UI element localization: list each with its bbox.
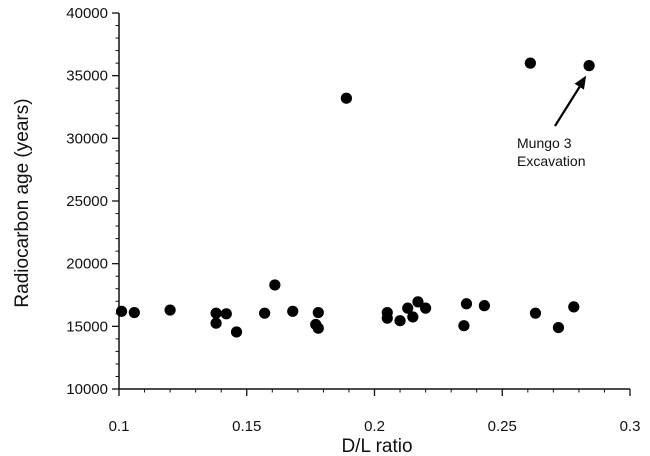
y-tick-label: 35000: [66, 68, 108, 85]
data-point: [312, 322, 324, 334]
data-point: [269, 279, 281, 291]
data-point: [381, 312, 393, 324]
y-tick-label: 15000: [66, 318, 108, 335]
annotation-text: Excavation: [517, 153, 585, 169]
data-point: [210, 317, 222, 329]
y-tick-label: 10000: [66, 381, 108, 398]
data-point: [407, 311, 419, 323]
data-point: [524, 57, 536, 69]
data-points: [115, 57, 595, 338]
data-point: [230, 326, 243, 338]
axes: 10000 15000 20000 25000 30000 35000 40000 0.1 0.…: [66, 5, 640, 435]
data-point: [128, 306, 140, 319]
x-axis-title: D/L ratio: [341, 436, 412, 456]
data-point: [210, 307, 222, 319]
annotation: Mungo 3 Excavation: [517, 75, 587, 169]
y-tick-label: 20000: [66, 256, 108, 273]
data-point: [478, 300, 490, 312]
annotation-arrow-shaft: [554, 79, 586, 127]
y-tick-label: 40000: [66, 5, 108, 22]
data-point: [529, 307, 542, 319]
data-point: [458, 320, 470, 332]
data-point: [164, 304, 176, 316]
annotation-arrowhead: [574, 75, 587, 90]
x-tick-label: 0.15: [232, 418, 261, 435]
data-point: [394, 315, 406, 327]
data-point: [420, 302, 432, 314]
data-point: [115, 305, 128, 317]
x-tick-label: 0.2: [364, 418, 385, 435]
data-point: [460, 298, 473, 310]
y-tick-label: 30000: [66, 130, 108, 147]
data-point: [552, 321, 565, 334]
data-point: [312, 306, 324, 319]
data-point: [340, 92, 352, 104]
data-point: [287, 305, 299, 317]
x-tick-label: 0.3: [620, 418, 641, 435]
x-tick-label: 0.1: [109, 418, 130, 435]
y-tick-label: 25000: [66, 193, 108, 210]
data-point: [583, 60, 595, 72]
y-axis-title: Radiocarbon age (years): [12, 98, 33, 307]
x-tick-label: 0.25: [488, 418, 517, 435]
data-point: [412, 296, 424, 308]
data-point: [568, 301, 580, 313]
data-point: [402, 302, 414, 314]
data-point: [259, 307, 271, 319]
annotation-text: Mungo 3: [517, 135, 572, 151]
data-point: [220, 308, 232, 320]
